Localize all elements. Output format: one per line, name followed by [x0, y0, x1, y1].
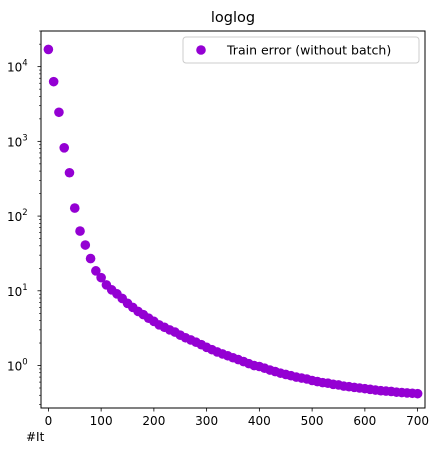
axis-ticks: 0 100 200 300 400 500 600 700 100 101 102 103 104 — [7, 30, 429, 428]
x-axis-label: #It — [26, 430, 45, 444]
data-point — [80, 240, 91, 250]
data-point — [59, 143, 70, 153]
y-tick-label: 104 — [7, 59, 28, 75]
data-point — [64, 167, 75, 178]
legend-label: Train error (without batch) — [226, 43, 391, 58]
x-tick-label: 0 — [45, 414, 53, 428]
legend-marker — [196, 45, 206, 55]
x-tick-label: 300 — [195, 414, 218, 428]
legend-box — [182, 36, 420, 64]
plot-frame — [40, 30, 426, 409]
data-point — [96, 272, 106, 283]
data-points — [43, 44, 423, 399]
data-point — [54, 107, 64, 118]
y-tick-label: 100 — [7, 358, 28, 374]
x-tick-label: 500 — [301, 414, 324, 428]
data-point — [48, 76, 59, 87]
x-tick-label: 200 — [142, 414, 165, 428]
data-point — [91, 266, 101, 276]
x-tick-label: 600 — [353, 414, 376, 428]
x-tick-label: 100 — [90, 414, 113, 428]
data-point — [75, 226, 85, 236]
data-point — [69, 203, 80, 213]
y-tick-label: 101 — [7, 283, 28, 299]
chart-title: loglog — [211, 10, 255, 26]
x-tick-label: 400 — [248, 414, 271, 428]
x-tick-label: 700 — [406, 414, 429, 428]
data-point — [43, 44, 54, 55]
data-point — [412, 388, 423, 399]
y-tick-label: 102 — [7, 208, 28, 224]
y-tick-label: 103 — [7, 133, 28, 149]
legend: Train error (without batch) — [182, 36, 420, 64]
data-point — [85, 253, 96, 264]
